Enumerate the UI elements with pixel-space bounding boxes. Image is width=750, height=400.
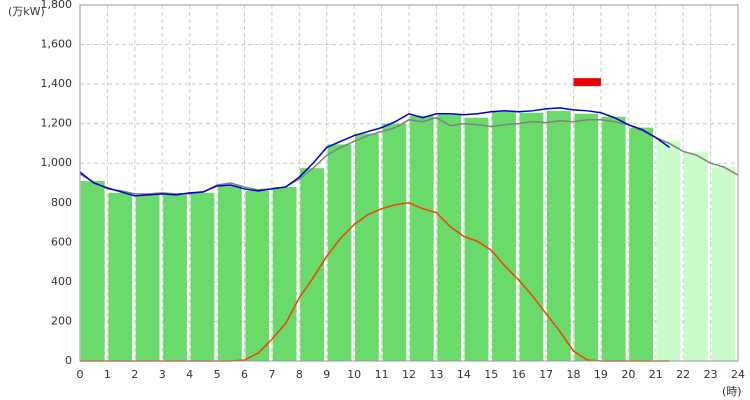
bar xyxy=(108,192,133,361)
plot-frame xyxy=(79,4,739,362)
x-tick-label: 5 xyxy=(214,368,221,381)
x-tick-label: 17 xyxy=(539,368,553,381)
bar xyxy=(574,113,599,362)
bar xyxy=(546,110,571,361)
x-tick-label: 20 xyxy=(621,368,635,381)
line xyxy=(79,107,670,197)
bar xyxy=(190,192,215,361)
x-tick-label: 8 xyxy=(296,368,303,381)
bar xyxy=(300,168,325,361)
bar xyxy=(382,123,407,362)
x-tick-label: 24 xyxy=(731,368,745,381)
bar xyxy=(629,127,654,361)
bar xyxy=(683,152,708,361)
x-tick-label: 21 xyxy=(649,368,663,381)
x-tick-label: 1 xyxy=(104,368,111,381)
bar xyxy=(354,133,379,361)
bar xyxy=(135,194,160,361)
bar xyxy=(711,167,736,361)
x-tick-label: 10 xyxy=(347,368,361,381)
x-tick-label: 11 xyxy=(375,368,389,381)
bar xyxy=(492,111,516,361)
y-tick-label: 1,200 xyxy=(41,117,73,130)
x-tick-label: 14 xyxy=(457,368,471,381)
x-axis-label: (時) xyxy=(722,385,742,398)
x-tick-label: 22 xyxy=(676,368,690,381)
y-tick-label: 1,400 xyxy=(41,77,73,90)
y-tick-label: 800 xyxy=(51,196,72,209)
bar xyxy=(80,181,105,361)
x-tick-label: 0 xyxy=(77,368,84,381)
y-tick-label: 1,800 xyxy=(41,0,73,11)
bar xyxy=(217,184,242,361)
bar xyxy=(272,186,297,361)
x-tick-label: 2 xyxy=(131,368,138,381)
x-tick-label: 23 xyxy=(704,368,718,381)
x-tick-label: 19 xyxy=(594,368,608,381)
y-tick-label: 600 xyxy=(51,235,72,248)
x-tick-label: 9 xyxy=(323,368,330,381)
bar xyxy=(464,117,489,361)
y-tick-label: 200 xyxy=(51,314,72,327)
x-tick-label: 15 xyxy=(484,368,498,381)
bar xyxy=(163,194,187,361)
x-tick-label: 16 xyxy=(512,368,526,381)
x-tick-label: 7 xyxy=(268,368,275,381)
y-tick-label: 1,000 xyxy=(41,156,73,169)
bar xyxy=(519,112,544,362)
y-tick-label: 0 xyxy=(65,354,72,367)
bar xyxy=(327,144,352,361)
bar xyxy=(437,114,462,362)
peak-marker xyxy=(573,78,601,87)
bar xyxy=(245,190,270,361)
bar xyxy=(656,141,681,361)
x-tick-label: 12 xyxy=(402,368,416,381)
y-tick-label: 1,600 xyxy=(41,38,73,51)
x-tick-label: 6 xyxy=(241,368,248,381)
x-tick-label: 18 xyxy=(567,368,581,381)
x-tick-label: 4 xyxy=(186,368,193,381)
y-axis-label: (万kW) xyxy=(8,5,45,18)
x-tick-label: 3 xyxy=(159,368,166,381)
bar xyxy=(601,116,626,361)
bar xyxy=(409,115,434,361)
x-tick-label: 13 xyxy=(429,368,443,381)
y-tick-label: 400 xyxy=(51,275,72,288)
